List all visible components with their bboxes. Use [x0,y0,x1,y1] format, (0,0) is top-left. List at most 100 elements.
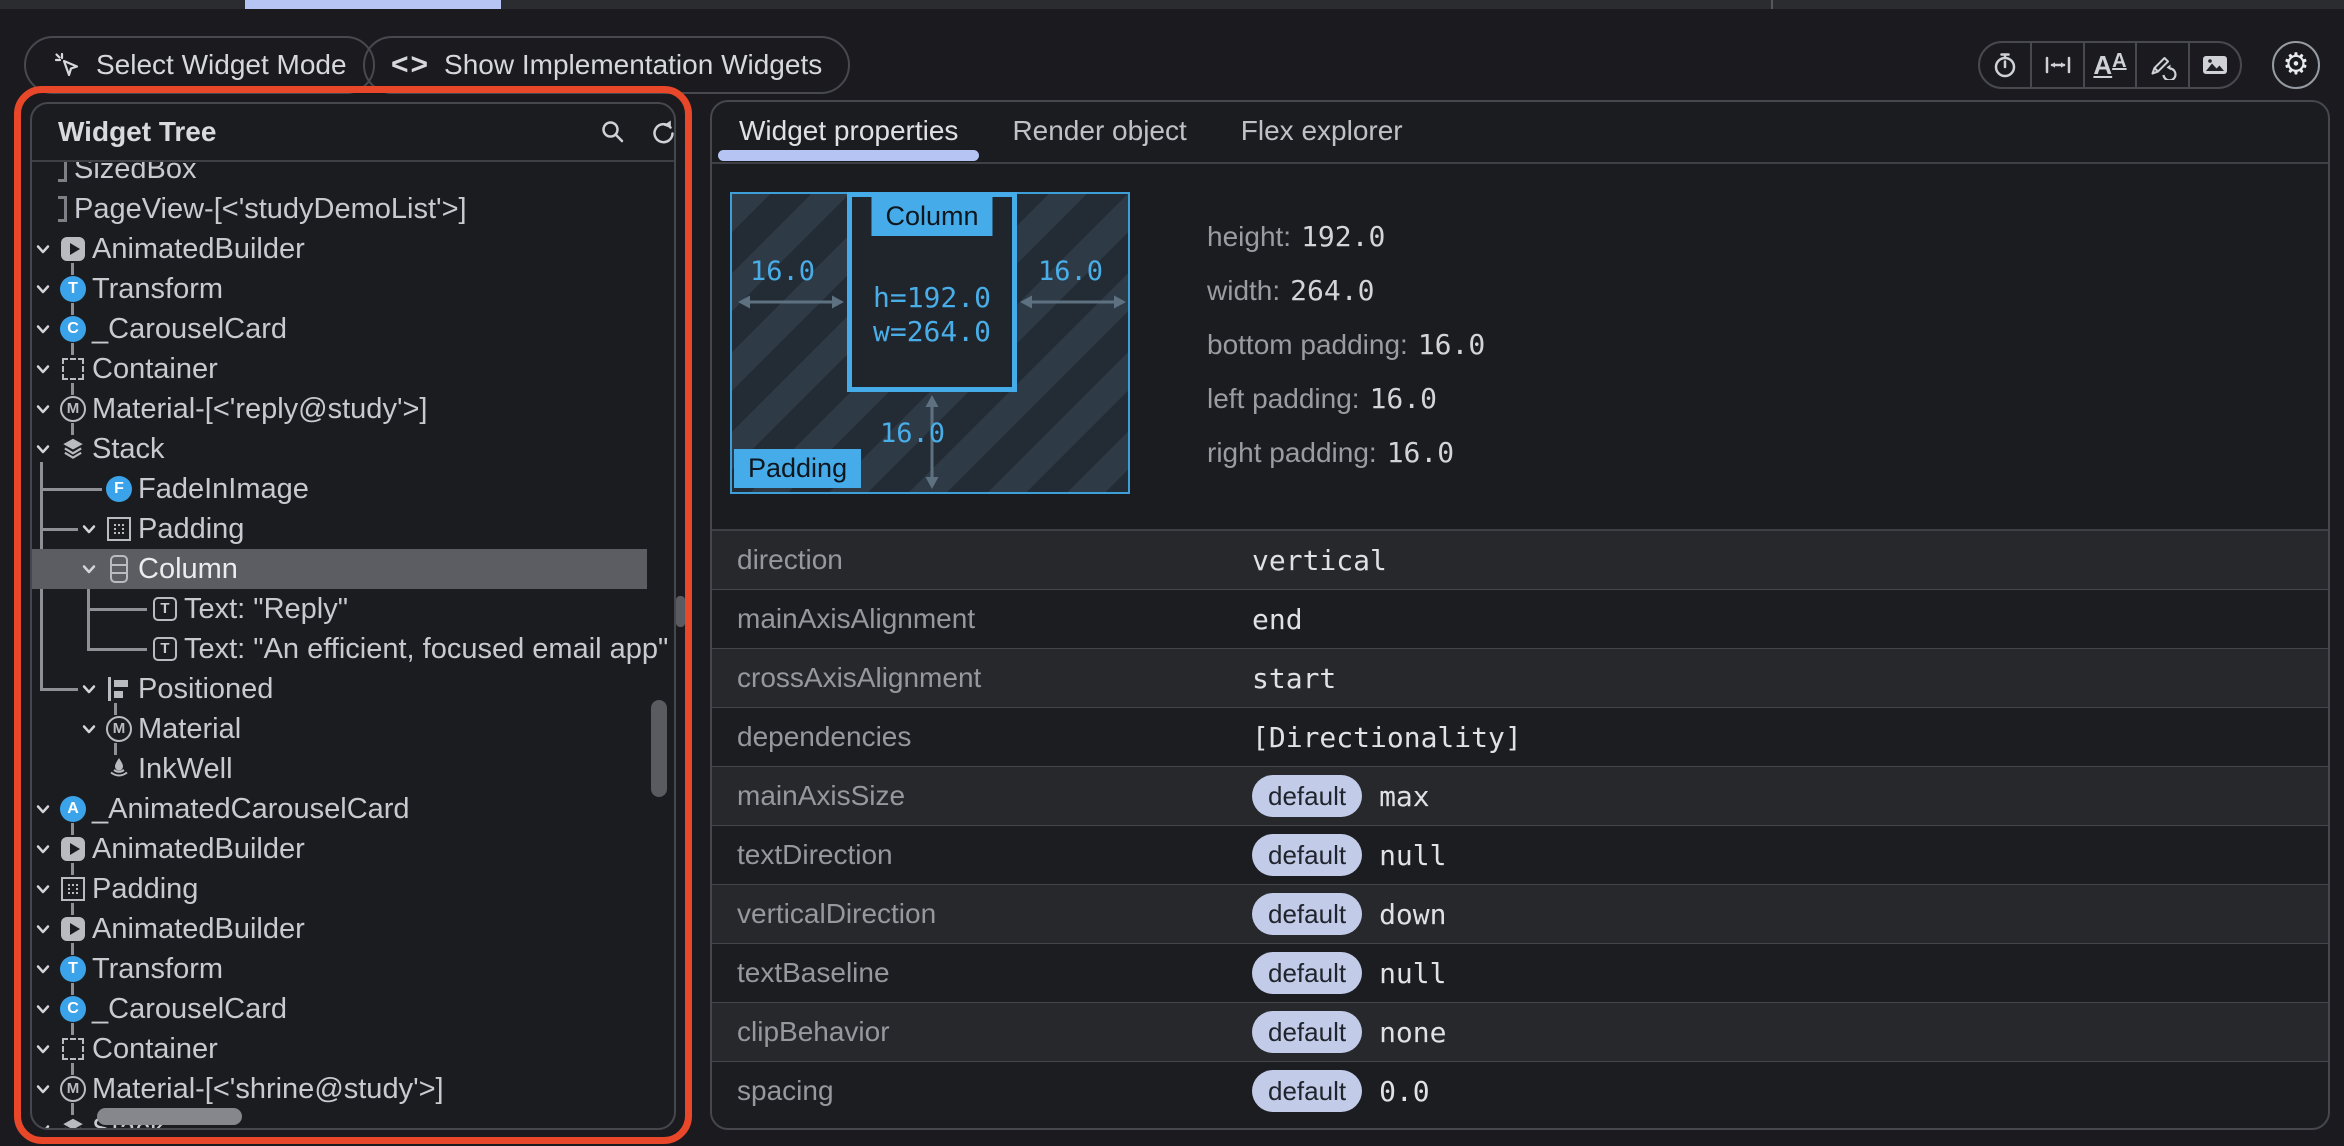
property-row[interactable]: dependencies [Directionality] [712,707,2328,766]
tree-node-material-shrine-study[interactable]: M Material-[<'shrine@study'>] [32,1069,674,1109]
property-label: spacing [737,1075,834,1106]
tab-widget-properties[interactable]: Widget properties [712,102,985,162]
tree-node-padding[interactable]: Padding [32,869,674,909]
property-row[interactable]: spacing default 0.0 [712,1061,2328,1120]
letter-circle-icon: F [105,475,133,503]
tree-node-inkwell[interactable]: InkWell [32,749,674,789]
property-value: null [1379,956,1447,990]
tab-render-object[interactable]: Render object [1012,115,1187,146]
highlight-oversized-images-button[interactable] [2187,43,2240,87]
tree-node-material-reply-study[interactable]: M Material-[<'reply@study'>] [32,389,674,429]
settings-button[interactable]: ⚙ [2272,41,2320,89]
chevron-down-icon[interactable] [34,1120,52,1128]
text-scaling-button[interactable]: AA [2082,43,2135,87]
property-label: mainAxisAlignment [737,603,976,634]
property-row[interactable]: textBaseline default null [712,943,2328,1002]
animated-builder-icon [59,835,87,863]
tree-node-transform[interactable]: T Transform [32,269,674,309]
widget-tree-title: Widget Tree [58,116,217,147]
property-row[interactable]: mainAxisAlignment end [712,589,2328,648]
devtools-tab-strip [0,0,2344,9]
tab-flex-explorer[interactable]: Flex explorer [1240,115,1403,146]
text-icon: T [151,635,179,663]
chevron-down-icon[interactable] [34,240,52,258]
tree-node-transform[interactable]: T Transform [32,949,674,989]
tree-node-column[interactable]: Column [32,549,674,589]
property-row[interactable]: mainAxisSize default max [712,766,2328,825]
chevron-down-icon[interactable] [34,1080,52,1098]
tree-node-padding[interactable]: Padding [32,509,674,549]
show-implementation-widgets-button[interactable]: <> Show Implementation Widgets [363,36,851,94]
show-guidelines-button[interactable] [2030,43,2082,87]
chevron-down-icon[interactable] [34,360,52,378]
property-label: crossAxisAlignment [737,662,982,693]
section-divider [712,529,2328,531]
chevron-down-icon[interactable] [34,840,52,858]
chevron-down-icon[interactable] [34,440,52,458]
layout-fact: bottom padding: 16.0 [1207,328,1486,361]
tree-node-fadeinimage[interactable]: F FadeInImage [32,469,674,509]
chevron-down-icon[interactable] [34,1000,52,1018]
tree-node-material[interactable]: M Material [32,709,674,749]
tree-node-pageview-studydemolist[interactable]: PageView-[<'studyDemoList'>] [32,189,674,229]
chevron-down-icon[interactable] [34,1040,52,1058]
stack-icon [59,435,87,463]
property-label: verticalDirection [737,898,937,929]
property-row[interactable]: direction vertical [712,531,2328,589]
default-badge: default [1252,834,1363,876]
tree-node-text-an-efficient-focused-email-app[interactable]: T Text: "An efficient, focused email app" [32,629,674,669]
gutter-scrollbar-thumb[interactable] [676,596,685,627]
chevron-down-icon[interactable] [80,560,98,578]
property-row[interactable]: textDirection default null [712,825,2328,884]
chevron-down-icon[interactable] [34,920,52,938]
chevron-down-icon[interactable] [34,880,52,898]
chevron-down-icon[interactable] [34,320,52,338]
chevron-down-icon[interactable] [34,400,52,418]
layout-diagram: Column h=192.0 w=264.0 [730,192,1130,494]
chevron-down-icon[interactable] [34,280,52,298]
tree-node-carouselcard[interactable]: C _CarouselCard [32,309,674,349]
search-icon[interactable] [598,117,628,147]
refresh-icon[interactable] [648,117,674,147]
tree-node-container[interactable]: Container [32,349,674,389]
chevron-down-icon[interactable] [34,960,52,978]
widget-tree-header: Widget Tree [32,104,674,162]
property-value: none [1379,1015,1447,1049]
tree-node-container[interactable]: Container [32,1029,674,1069]
tree-node-sizedbox[interactable]: SizedBox [32,162,674,189]
tree-node-carouselcard[interactable]: C _CarouselCard [32,989,674,1029]
chevron-down-icon[interactable] [80,520,98,538]
highlight-repaints-button[interactable] [2135,43,2187,87]
select-widget-mode-button[interactable]: Select Widget Mode [24,36,375,94]
tree-node-label: Text: "An efficient, focused email app" [184,633,669,665]
tree-node-label: Material-[<'reply@study'>] [92,393,428,425]
tree-node-animatedcarouselcard[interactable]: A _AnimatedCarouselCard [32,789,674,829]
chevron-down-icon[interactable] [80,680,98,698]
tree-node-stack[interactable]: Stack [32,429,674,469]
tree-node-text-reply[interactable]: T Text: "Reply" [32,589,674,629]
tree-horizontal-scrollbar-thumb[interactable] [97,1108,242,1125]
tree-node-label: Padding [138,513,245,545]
tree-node-label: Transform [92,953,224,985]
slow-animations-button[interactable] [1980,43,2030,87]
tree-node-animatedbuilder[interactable]: AnimatedBuilder [32,229,674,269]
container-icon [59,1035,87,1063]
chevron-down-icon[interactable] [34,800,52,818]
inspector-toggle-group: AA [1978,41,2242,89]
chevron-down-icon[interactable] [80,720,98,738]
default-badge: default [1252,775,1363,817]
tree-vertical-scrollbar-thumb[interactable] [651,700,667,797]
left-padding-arrow [736,292,846,312]
layout-fact: left padding: 16.0 [1207,382,1438,415]
property-row[interactable]: crossAxisAlignment start [712,648,2328,707]
tree-node-animatedbuilder[interactable]: AnimatedBuilder [32,909,674,949]
letter-circle-icon: C [59,315,87,343]
widget-tree-scroll-area[interactable]: SizedBox PageView-[<'studyDemoList'>] Anim… [32,162,674,1128]
property-row[interactable]: clipBehavior default none [712,1002,2328,1061]
property-row[interactable]: verticalDirection default down [712,884,2328,943]
tree-node-positioned[interactable]: Positioned [32,669,674,709]
repaint-rainbow-icon [2147,50,2177,80]
letter-circle-icon: T [59,275,87,303]
property-label: dependencies [737,721,912,752]
tree-node-animatedbuilder[interactable]: AnimatedBuilder [32,829,674,869]
